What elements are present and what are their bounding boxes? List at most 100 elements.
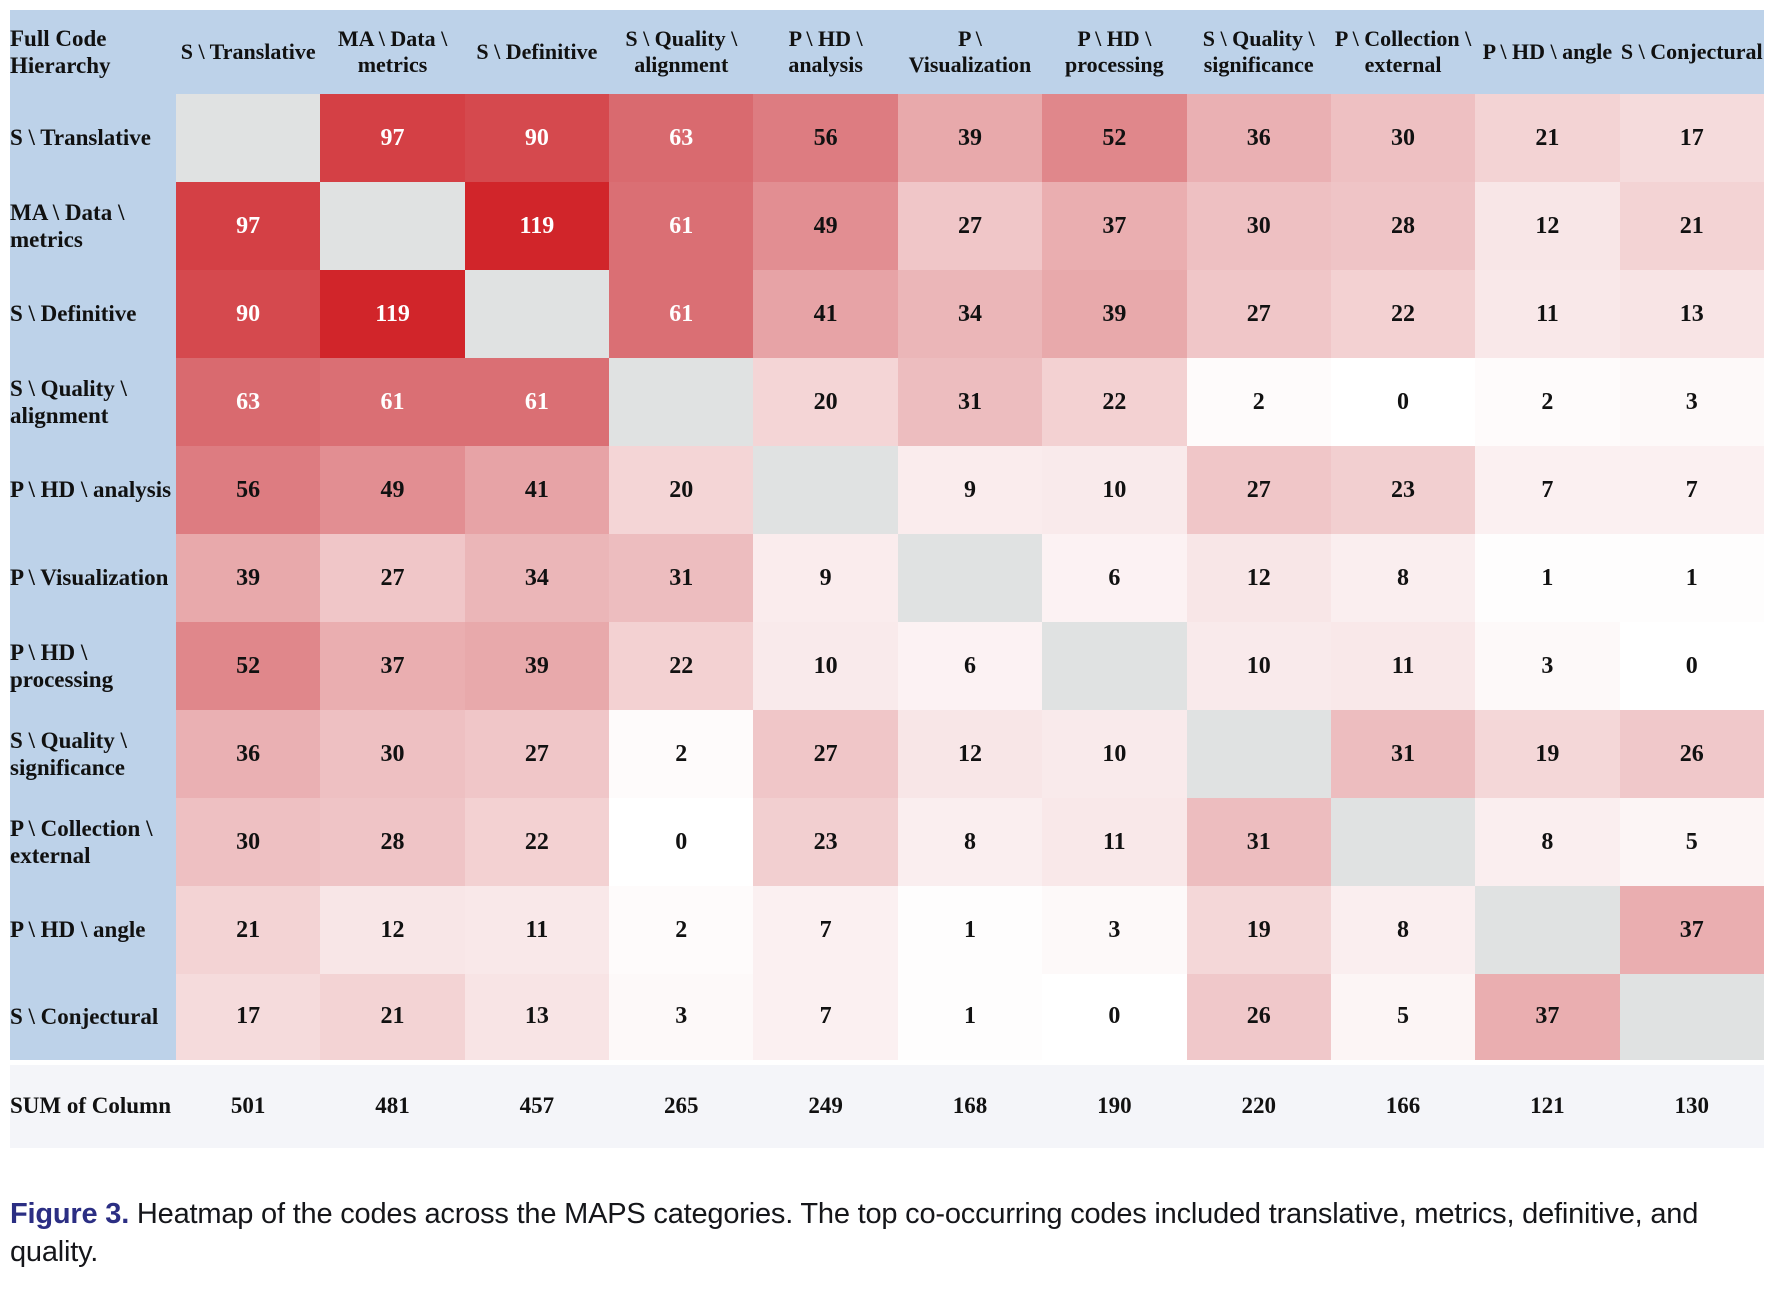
heatmap-row-1: MA \ Data \ metrics 97 119 61 49 27 37 30 28 12 21 <box>10 182 1764 270</box>
column-header-3: S \ Quality \ alignment <box>609 10 754 94</box>
heatmap-cell: 11 <box>1475 270 1620 358</box>
heatmap-cell: 27 <box>753 710 898 798</box>
row-header-2: S \ Definitive <box>10 270 176 358</box>
heatmap-cell: 11 <box>1330 622 1476 710</box>
heatmap-cell: 49 <box>320 446 465 534</box>
heatmap-cell: 2 <box>609 886 754 974</box>
heatmap-cell: 3 <box>609 974 754 1062</box>
heatmap-cell: 8 <box>1475 798 1620 886</box>
heatmap-cell: 41 <box>464 446 610 534</box>
heatmap-cell: 119 <box>464 182 610 270</box>
heatmap-cell: 22 <box>1042 358 1187 446</box>
heatmap-row-8: P \ Collection \ external 30 28 22 0 23 8 11 31 8… <box>10 798 1764 886</box>
heatmap-cell: 28 <box>1330 182 1476 270</box>
heatmap-cell: 56 <box>176 446 321 534</box>
heatmap-cell: 21 <box>320 974 465 1062</box>
heatmap-cell: 97 <box>176 182 321 270</box>
heatmap-cell: 0 <box>609 798 754 886</box>
sum-cell-9: 121 <box>1475 1059 1620 1148</box>
heatmap-row-4: P \ HD \ analysis 56 49 41 20 9 10 27 23 7 7 <box>10 446 1764 534</box>
heatmap-cell: 97 <box>320 94 465 182</box>
heatmap-cell: 10 <box>1186 622 1331 710</box>
column-header-2: S \ Definitive <box>464 10 610 94</box>
heatmap-cell: 37 <box>1042 182 1187 270</box>
heatmap-cell: 52 <box>1042 94 1187 182</box>
heatmap-cell: 3 <box>1475 622 1620 710</box>
heatmap-cell: 39 <box>464 622 610 710</box>
sum-cell-4: 249 <box>753 1059 898 1148</box>
heatmap-cell: 6 <box>897 622 1043 710</box>
heatmap-cell: 21 <box>176 886 321 974</box>
heatmap-cell-diagonal <box>897 534 1043 622</box>
row-header-0: S \ Translative <box>10 94 176 182</box>
header-row: Full Code Hierarchy S \ Translative MA \ D… <box>10 10 1764 94</box>
heatmap-cell: 3 <box>1042 886 1187 974</box>
heatmap-cell: 37 <box>320 622 465 710</box>
heatmap-cell-diagonal <box>464 270 610 358</box>
heatmap-cell: 22 <box>1330 270 1476 358</box>
heatmap-cell: 30 <box>320 710 465 798</box>
sum-cell-1: 481 <box>320 1059 465 1148</box>
heatmap-cell: 1 <box>1619 534 1764 622</box>
heatmap-cell: 27 <box>1186 446 1331 534</box>
column-header-5: P \ Visualization <box>897 10 1043 94</box>
heatmap-cell: 37 <box>1475 974 1620 1062</box>
heatmap-cell-diagonal <box>176 94 321 182</box>
heatmap-cell: 63 <box>176 358 321 446</box>
heatmap-cell: 1 <box>897 974 1043 1062</box>
heatmap-row-9: P \ HD \ angle 21 12 11 2 7 1 3 19 8 37 <box>10 886 1764 974</box>
heatmap-cell: 61 <box>464 358 610 446</box>
heatmap-cell: 31 <box>897 358 1043 446</box>
heatmap-cell: 12 <box>1186 534 1331 622</box>
heatmap-cell-diagonal <box>320 182 465 270</box>
heatmap-cell: 12 <box>1475 182 1620 270</box>
heatmap-cell: 1 <box>897 886 1043 974</box>
sum-cell-7: 220 <box>1186 1059 1331 1148</box>
heatmap-cell: 31 <box>609 534 754 622</box>
heatmap-cell: 90 <box>464 94 610 182</box>
heatmap-cell-diagonal <box>1330 798 1476 886</box>
heatmap-cell: 36 <box>176 710 321 798</box>
heatmap-row-0: S \ Translative 97 90 63 56 39 52 36 30 21 17 <box>10 94 1764 182</box>
row-header-1: MA \ Data \ metrics <box>10 182 176 270</box>
heatmap-cell: 8 <box>1330 886 1476 974</box>
heatmap-cell: 21 <box>1475 94 1620 182</box>
sum-cell-0: 501 <box>176 1059 321 1148</box>
heatmap-cell: 61 <box>320 358 465 446</box>
heatmap-cell-diagonal <box>1475 886 1620 974</box>
heatmap-cell: 9 <box>897 446 1043 534</box>
heatmap-cell: 7 <box>1619 446 1764 534</box>
row-header-10: S \ Conjectural <box>10 974 176 1062</box>
heatmap-cell: 2 <box>1186 358 1331 446</box>
heatmap-cell: 5 <box>1330 974 1476 1062</box>
row-header-3: S \ Quality \ alignment <box>10 358 176 446</box>
figure-caption: Figure 3. Heatmap of the codes across th… <box>10 1195 1758 1272</box>
sum-row-label: SUM of Column <box>10 1059 176 1148</box>
heatmap-cell: 52 <box>176 622 321 710</box>
sum-cell-8: 166 <box>1330 1059 1476 1148</box>
heatmap-cell: 61 <box>609 270 754 358</box>
heatmap-cell: 12 <box>320 886 465 974</box>
heatmap-cell: 31 <box>1186 798 1331 886</box>
column-header-1: MA \ Data \ metrics <box>320 10 465 94</box>
heatmap-cell: 20 <box>609 446 754 534</box>
heatmap-cell: 0 <box>1330 358 1476 446</box>
heatmap-cell: 11 <box>1042 798 1187 886</box>
sum-cell-2: 457 <box>464 1059 610 1148</box>
heatmap-cell: 10 <box>1042 446 1187 534</box>
row-header-4: P \ HD \ analysis <box>10 446 176 534</box>
heatmap-cell: 27 <box>897 182 1043 270</box>
heatmap-cell-diagonal <box>1186 710 1331 798</box>
heatmap-cell: 23 <box>1330 446 1476 534</box>
heatmap-table: Full Code Hierarchy S \ Translative MA \ D… <box>10 10 1764 1148</box>
heatmap-cell: 61 <box>609 182 754 270</box>
heatmap-cell: 6 <box>1042 534 1187 622</box>
heatmap-cell: 22 <box>609 622 754 710</box>
row-header-8: P \ Collection \ external <box>10 798 176 886</box>
heatmap-cell: 8 <box>897 798 1043 886</box>
heatmap-cell: 12 <box>897 710 1043 798</box>
corner-header: Full Code Hierarchy <box>10 10 176 94</box>
heatmap-cell: 41 <box>753 270 898 358</box>
heatmap-cell: 39 <box>176 534 321 622</box>
heatmap-cell: 3 <box>1619 358 1764 446</box>
